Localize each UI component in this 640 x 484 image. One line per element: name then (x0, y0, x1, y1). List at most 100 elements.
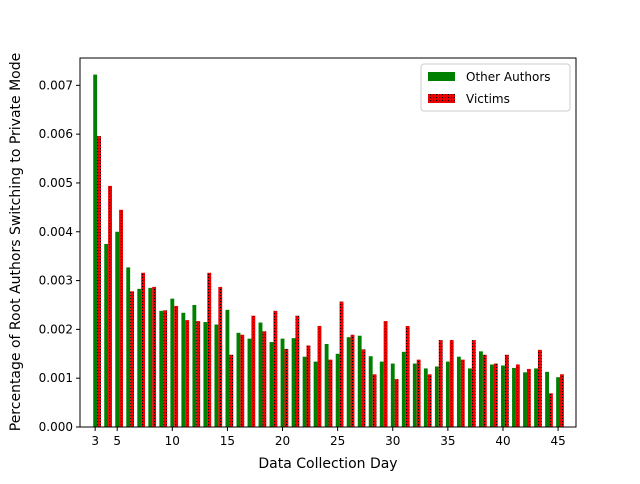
victims-bar-day-45 (560, 374, 564, 427)
victims-bar-day-44 (549, 393, 553, 427)
victims-bar-day-8 (152, 286, 157, 427)
other-authors-bar-day-29 (379, 361, 384, 427)
other-authors-bar-day-16 (236, 332, 241, 427)
victims-bar-day-22 (306, 345, 311, 427)
legend-box (420, 63, 571, 112)
victims-bar-day-32 (416, 359, 421, 427)
other-authors-bar-day-3 (93, 74, 98, 427)
victims-bar-day-40 (504, 354, 509, 427)
y-tick-label-2: 0.002 (39, 322, 73, 336)
victims-bar-day-25 (339, 301, 344, 427)
x-tick-label-3: 3 (91, 434, 99, 448)
legend-swatch-victims (428, 94, 455, 103)
victims-bar-day-21 (295, 315, 300, 427)
victims-bar-day-31 (405, 325, 410, 427)
other-authors-bar-day-22 (302, 356, 307, 427)
y-tick-label-7: 0.007 (39, 78, 73, 92)
other-authors-bar-day-25 (335, 353, 340, 427)
other-authors-bar-day-38 (479, 351, 483, 427)
axes-layer: 3 5 10 15 20 25 30 35 40 45 0.000 0.001 0.002 0.003 0.… (39, 57, 577, 448)
victims-bar-day-5 (119, 209, 123, 427)
other-authors-bar-day-30 (390, 363, 395, 427)
plot-frame (79, 57, 577, 428)
victims-bar-day-24 (328, 359, 333, 427)
victims-bar-day-4 (108, 185, 112, 427)
other-authors-bar-day-13 (203, 322, 208, 427)
victims-bar-day-18 (262, 331, 267, 427)
victims-bar-day-33 (427, 374, 432, 427)
y-tick-label-6: 0.006 (39, 127, 73, 141)
other-authors-bar-day-9 (159, 310, 164, 427)
y-tick-label-4: 0.004 (39, 225, 73, 239)
other-authors-bar-day-10 (170, 298, 175, 427)
y-axis-label: Percentage of Root Authors Switching to … (8, 53, 24, 432)
victims-bar-day-43 (537, 349, 542, 427)
y-tick-label-3: 0.003 (39, 274, 73, 288)
legend: Other Authors Victims (420, 63, 571, 112)
other-authors-bar-day-23 (313, 361, 318, 427)
other-authors-bar-day-8 (148, 287, 153, 427)
legend-label-victims: Victims (466, 92, 510, 106)
x-tick-label-20: 20 (275, 434, 290, 448)
victims-bar-day-35 (449, 340, 454, 427)
victims-bar-day-13 (207, 272, 212, 427)
victims-bar-day-30 (394, 379, 399, 427)
y-tick-label-1: 0.001 (39, 371, 73, 385)
other-authors-bar-day-7 (137, 288, 142, 427)
victims-bar-day-36 (460, 359, 465, 427)
victims-bar-day-16 (240, 334, 245, 427)
victims-bar-day-28 (372, 374, 377, 427)
other-authors-bar-day-41 (512, 367, 516, 427)
other-authors-bar-day-33 (423, 368, 428, 427)
bars-layer (93, 74, 564, 427)
other-authors-bar-day-27 (357, 335, 362, 427)
x-tick-label-45: 45 (550, 434, 565, 448)
other-authors-bar-day-43 (534, 368, 538, 427)
other-authors-bar-day-4 (104, 243, 109, 427)
other-authors-bar-day-37 (467, 368, 472, 427)
other-authors-bar-day-12 (192, 304, 197, 427)
victims-bar-day-39 (493, 363, 498, 427)
x-axis-label: Data Collection Day (258, 456, 397, 472)
victims-bar-day-27 (361, 349, 366, 427)
other-authors-bar-day-45 (556, 377, 561, 427)
other-authors-bar-day-35 (445, 361, 450, 427)
other-authors-bar-day-40 (501, 365, 505, 427)
other-authors-bar-day-34 (434, 366, 439, 427)
x-tick-label-25: 25 (330, 434, 345, 448)
victims-bar-day-19 (273, 310, 278, 427)
victims-bar-day-6 (130, 291, 135, 427)
victims-bar-day-7 (141, 272, 146, 427)
x-tick-label-15: 15 (220, 434, 235, 448)
other-authors-bar-day-26 (346, 337, 351, 427)
victims-bar-day-3 (97, 136, 101, 427)
other-authors-bar-day-20 (280, 338, 285, 427)
other-authors-bar-day-32 (412, 363, 417, 427)
other-authors-bar-day-36 (456, 356, 461, 427)
other-authors-bar-day-24 (324, 344, 329, 427)
victims-bar-day-29 (383, 321, 388, 427)
x-tick-label-40: 40 (495, 434, 510, 448)
victims-bar-day-38 (482, 354, 487, 427)
victims-bar-day-9 (163, 310, 168, 427)
victims-bar-day-23 (317, 325, 322, 427)
other-authors-bar-day-28 (368, 356, 373, 427)
other-authors-bar-day-42 (523, 372, 527, 427)
legend-swatch-other-authors (428, 72, 455, 81)
legend-label-other-authors: Other Authors (466, 70, 551, 84)
victims-bar-day-41 (515, 364, 520, 427)
other-authors-bar-day-39 (490, 364, 494, 427)
other-authors-bar-day-11 (181, 312, 186, 427)
other-authors-bar-day-19 (269, 342, 274, 427)
other-authors-bar-day-18 (258, 322, 263, 427)
victims-bar-day-14 (218, 286, 223, 427)
other-authors-bar-day-6 (126, 267, 131, 427)
other-authors-bar-day-31 (401, 351, 406, 427)
other-authors-bar-day-15 (225, 309, 230, 427)
victims-bar-day-37 (471, 340, 476, 427)
other-authors-bar-day-44 (545, 371, 549, 427)
victims-bar-day-10 (174, 305, 179, 427)
victims-bar-day-11 (185, 320, 190, 427)
